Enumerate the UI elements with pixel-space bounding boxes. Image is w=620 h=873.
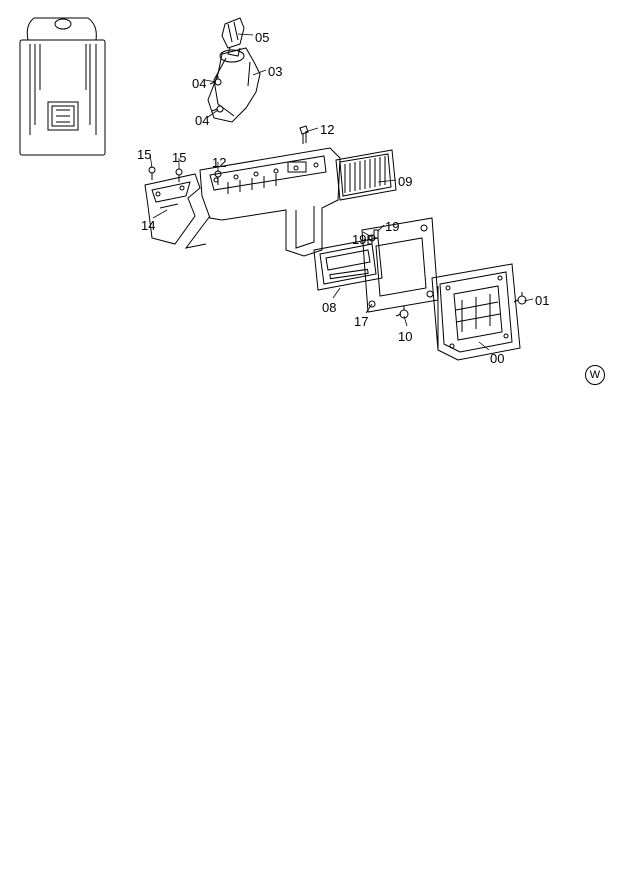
callout-c04b: 04 (195, 113, 209, 128)
part-10-bolt (396, 306, 408, 318)
callout-c04a: 04 (192, 76, 206, 91)
cabin-thumbnail (20, 18, 105, 155)
callout-c12a: 12 (320, 122, 334, 137)
callout-c12b: 12 (212, 155, 226, 170)
part-00-cover (432, 264, 520, 360)
exploded-diagram (0, 0, 620, 873)
callout-c14: 14 (141, 218, 155, 233)
part-14-bracket (145, 174, 200, 244)
w-symbol: W (585, 365, 605, 385)
callout-c03: 03 (268, 64, 282, 79)
callout-c10: 10 (398, 329, 412, 344)
callout-c15a: 15 (137, 147, 151, 162)
part-15-bolt-b (176, 169, 182, 182)
callout-c19a: 19 (385, 219, 399, 234)
part-08-panel (314, 238, 382, 290)
callout-c15b: 15 (172, 150, 186, 165)
part-15-bolt-a (149, 167, 155, 180)
callout-c00: 00 (490, 351, 504, 366)
part-12-bolt-a (300, 126, 308, 144)
callout-c05: 05 (255, 30, 269, 45)
callout-c09: 09 (398, 174, 412, 189)
main-bracket (186, 148, 340, 256)
callout-c17: 17 (354, 314, 368, 329)
part-09-filter (336, 150, 396, 200)
callout-c19b: 19 (352, 232, 366, 247)
callout-c08: 08 (322, 300, 336, 315)
callout-c01: 01 (535, 293, 549, 308)
part-17-frame (362, 218, 438, 312)
part-03-duct (208, 48, 260, 122)
